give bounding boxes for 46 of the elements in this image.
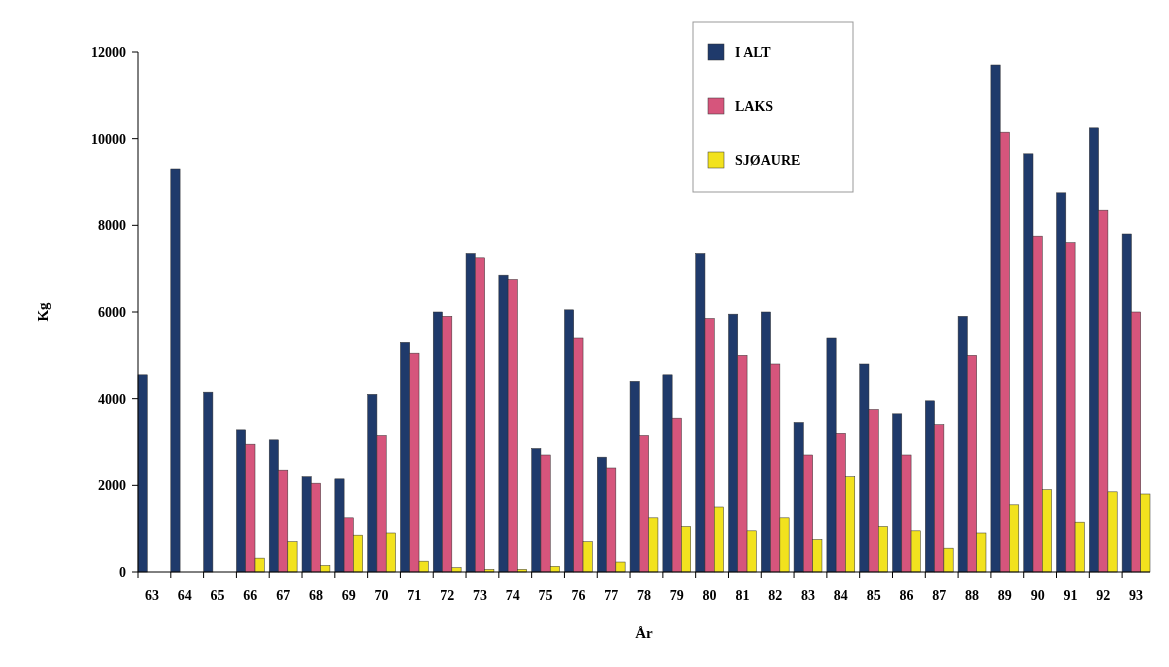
x-axis-title: År — [635, 625, 654, 641]
legend-label: I ALT — [735, 44, 772, 60]
x-tick-label: 80 — [702, 588, 717, 603]
y-axis-title: Kg — [35, 301, 51, 322]
x-tick-label: 76 — [571, 588, 586, 603]
x-tick-label: 82 — [768, 588, 783, 603]
y-tick-label: 6000 — [98, 304, 126, 320]
x-tick-label: 72 — [440, 588, 455, 603]
legend-label: SJØAURE — [735, 152, 801, 168]
x-tick-label: 87 — [932, 588, 947, 603]
x-tick-label: 71 — [407, 588, 422, 603]
y-tick-label: 0 — [119, 564, 126, 580]
bar — [203, 391, 214, 573]
x-tick-label: 92 — [1096, 588, 1111, 603]
x-tick-label: 69 — [341, 588, 356, 603]
y-tick-label: 4000 — [98, 391, 126, 407]
x-tick-label: 77 — [604, 588, 619, 603]
y-tick-label: 8000 — [98, 218, 126, 234]
x-tick-label: 63 — [144, 588, 159, 603]
y-tick-label: 2000 — [98, 478, 126, 494]
x-tick-label: 85 — [866, 588, 881, 603]
x-tick-label: 93 — [1129, 588, 1144, 603]
x-tick-label: 86 — [899, 588, 914, 603]
x-tick-label: 88 — [965, 588, 980, 603]
x-tick-label: 91 — [1063, 588, 1078, 603]
bar — [137, 374, 148, 573]
x-tick-label: 89 — [997, 588, 1012, 603]
x-tick-label: 79 — [669, 588, 684, 603]
x-tick-label: 90 — [1030, 588, 1045, 603]
x-tick-label: 65 — [210, 588, 225, 603]
x-tick-label: 70 — [374, 588, 389, 603]
x-tick-label: 68 — [308, 588, 323, 603]
x-tick-label: 66 — [243, 588, 258, 603]
legend-label: LAKS — [735, 98, 774, 114]
bar — [170, 168, 181, 573]
x-tick-label: 78 — [637, 588, 651, 603]
x-tick-label: 74 — [505, 588, 520, 603]
x-tick-label: 64 — [177, 588, 192, 603]
x-tick-label: 84 — [833, 588, 848, 603]
x-tick-label: 67 — [276, 588, 291, 603]
x-tick-label: 73 — [472, 588, 487, 603]
y-tick-label: 10000 — [91, 131, 126, 147]
y-tick-label: 12000 — [91, 44, 126, 60]
x-tick-label: 83 — [801, 588, 816, 603]
x-tick-label: 75 — [538, 588, 553, 603]
x-tick-label: 81 — [735, 588, 750, 603]
